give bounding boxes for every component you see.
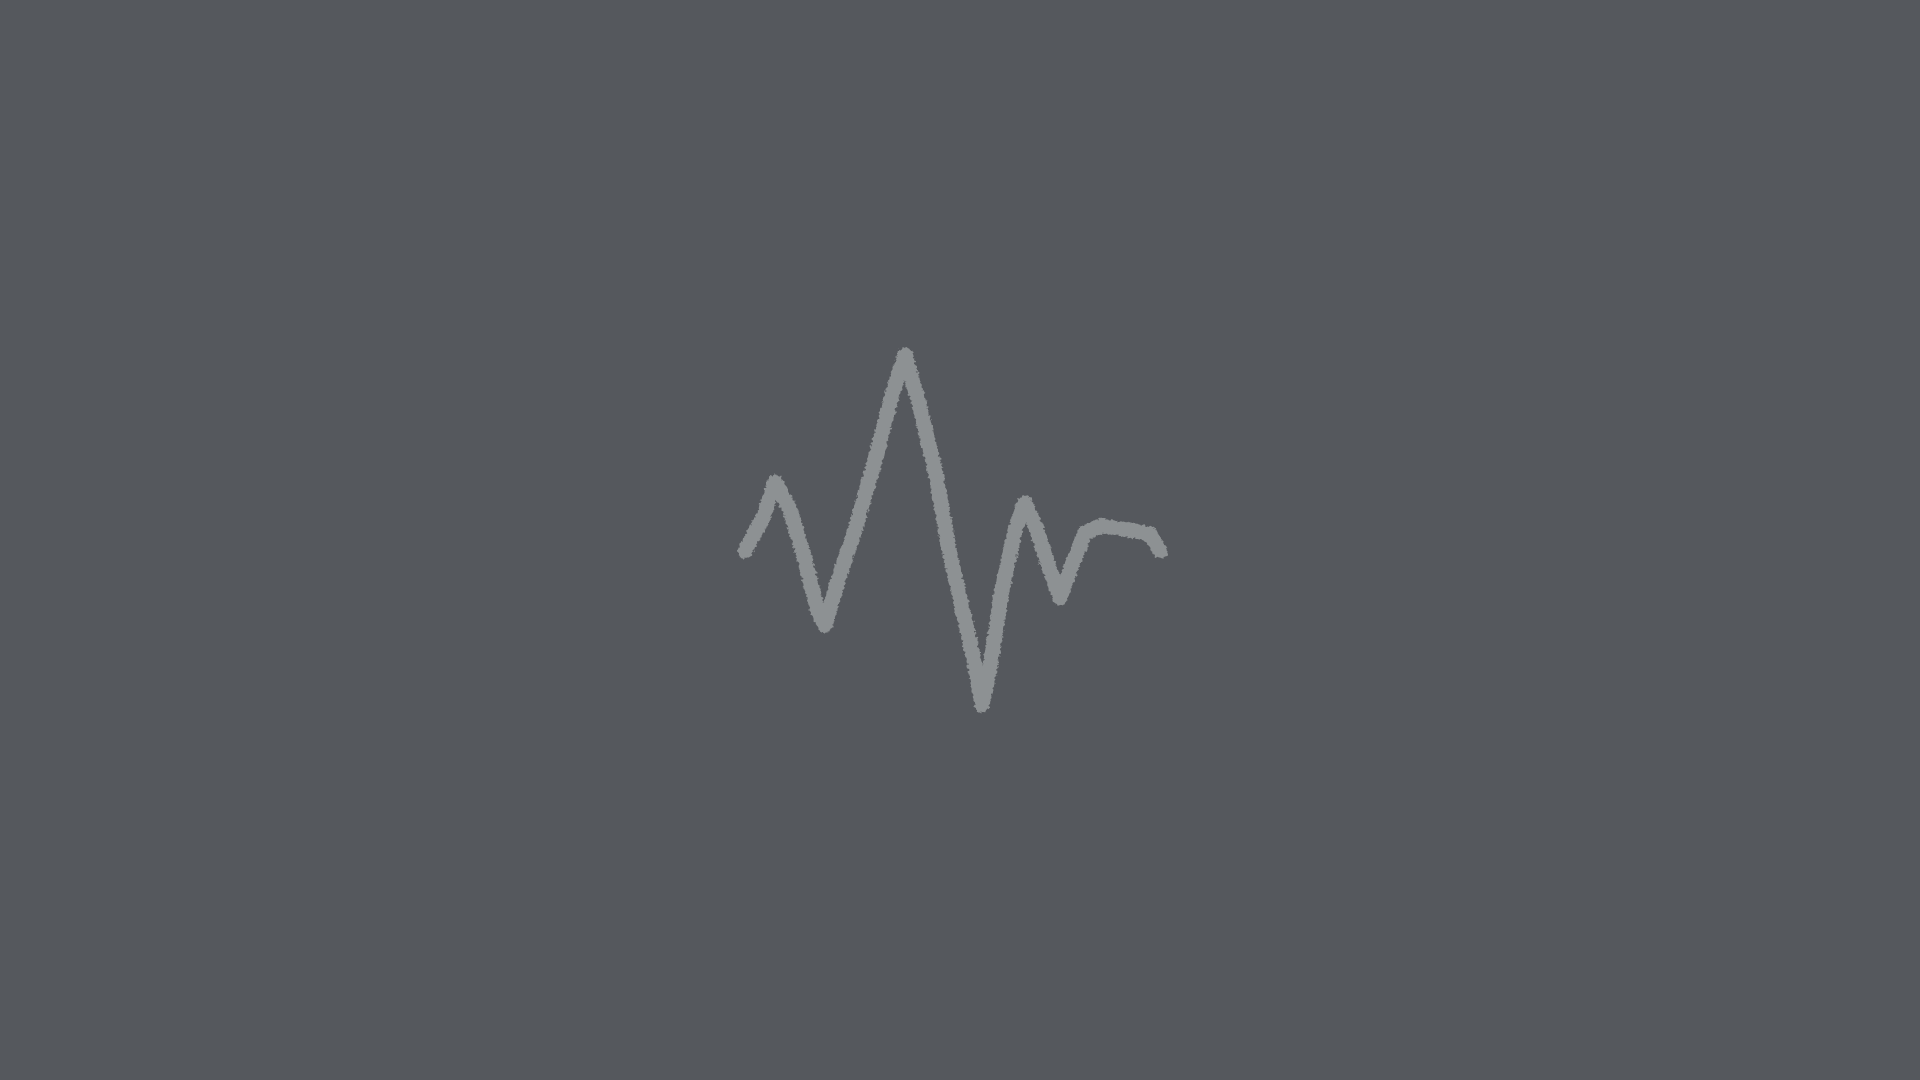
waveform-pulse	[737, 347, 1168, 713]
